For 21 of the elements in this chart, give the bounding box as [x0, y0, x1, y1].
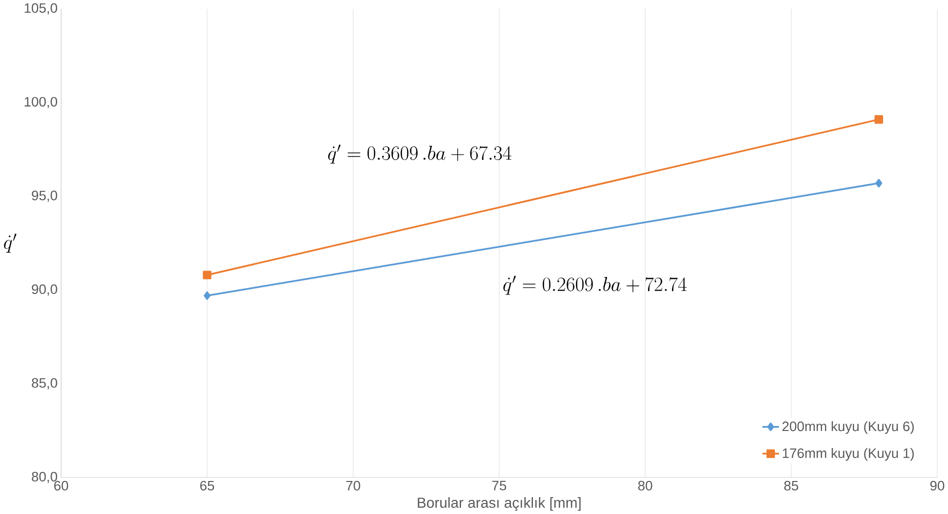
- legend-label: 200mm kuyu (Kuyu 6): [782, 421, 914, 434]
- y-axis-title: $\dot{q}'$: [4, 234, 16, 253]
- point: [202, 270, 212, 280]
- legend-label: 176mm kuyu (Kuyu 1): [782, 448, 914, 461]
- y-tick-label: 105,0: [24, 3, 58, 14]
- x-tick-label: 85: [784, 480, 798, 490]
- y-tick-label: 95,0: [32, 190, 58, 202]
- x-tick-label: 75: [492, 480, 506, 490]
- x-tick-label: 70: [346, 480, 360, 490]
- point: [204, 291, 211, 300]
- x-tick-label: 65: [200, 480, 214, 490]
- y-tick-label: 85,0: [32, 378, 58, 390]
- annotation: $\dot{q}' = 0.3609\,.ba + 67.34$: [328, 144, 512, 164]
- x-axis-title: Borular arası açıklık [mm]: [418, 497, 581, 511]
- point: [875, 178, 882, 188]
- point: [874, 115, 884, 124]
- x-tick-label: 90: [930, 480, 944, 490]
- y-tick-label: 100,0: [24, 96, 58, 108]
- y-tick-label: 90,0: [32, 284, 58, 296]
- x-tick-label: 80: [638, 480, 652, 490]
- annotation: $\dot{q}' = 0.2609\,.ba + 72.74$: [503, 276, 687, 295]
